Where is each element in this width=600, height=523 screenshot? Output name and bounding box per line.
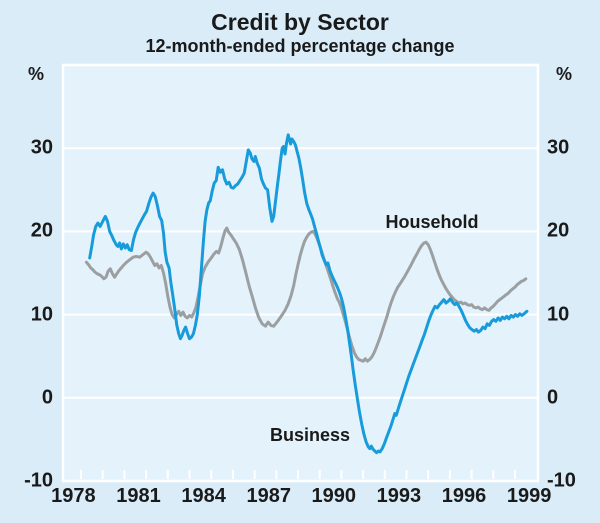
y-tick-label-left-20: 20 [30,219,53,242]
x-tick-label-1981: 1981 [116,485,161,507]
y-axis-unit-left: % [27,64,44,84]
chart-title: Credit by Sector [211,9,389,35]
x-tick-label-1996: 1996 [441,485,487,507]
x-tick-label-1990: 1990 [311,485,357,507]
y-tick-label-left-10: 10 [30,303,53,326]
y-tick-label-right-0: 0 [547,386,559,409]
y-tick-label-left--10: -10 [24,469,53,492]
plot-area [63,65,538,481]
x-tick-label-1999: 1999 [506,485,552,507]
y-axis-unit-right: % [555,64,572,84]
x-tick-label-1978: 1978 [51,485,96,507]
y-tick-label-right-30: 30 [547,136,570,159]
series-label-household: Household [385,212,479,232]
y-tick-label-right-20: 20 [547,219,570,242]
x-tick-label-1993: 1993 [376,485,422,507]
series-label-business: Business [269,425,351,445]
plot-border [61,63,540,483]
chart-subtitle: 12-month-ended percentage change [145,36,455,56]
x-tick-label-1984: 1984 [181,485,226,507]
x-tick-label-1987: 1987 [246,485,291,507]
y-tick-label-left-30: 30 [30,136,53,159]
y-tick-label-right-10: 10 [547,303,570,326]
y-tick-label-right--10: -10 [547,469,576,492]
series-line-business [88,133,529,455]
y-tick-label-left-0: 0 [41,386,53,409]
